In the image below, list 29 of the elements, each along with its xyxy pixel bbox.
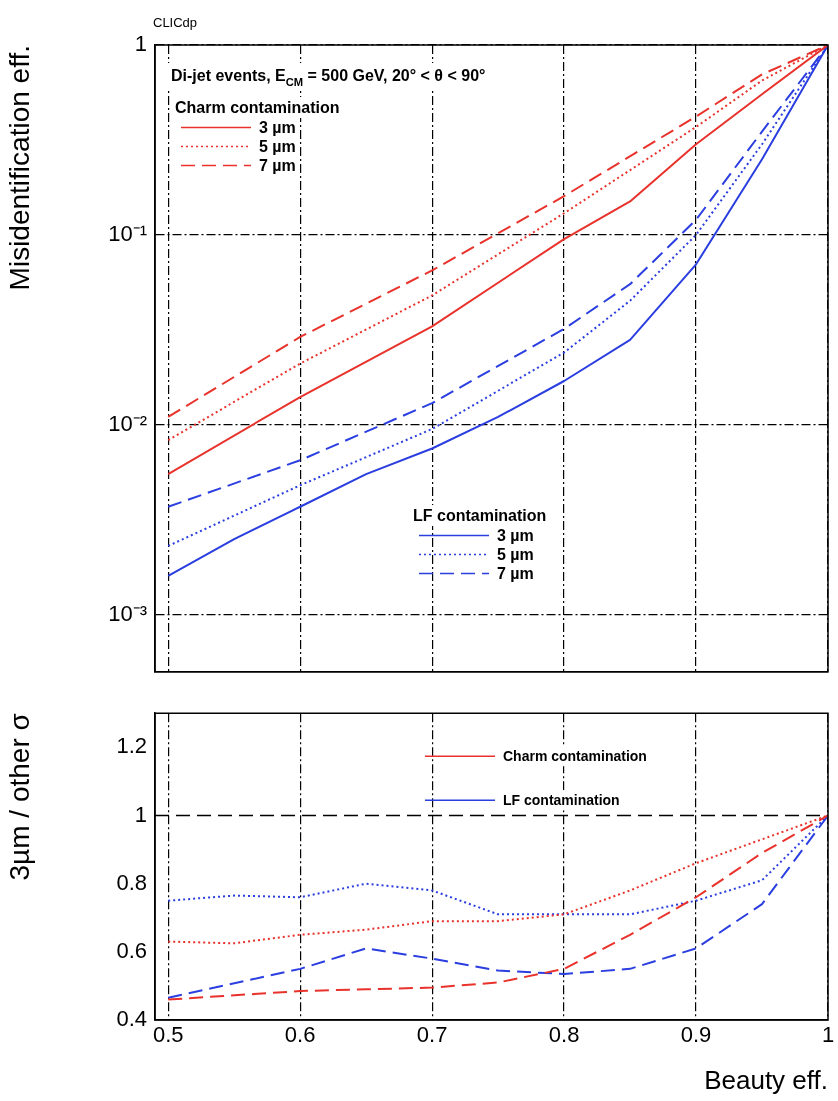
legend-label: 5 µm — [497, 546, 534, 563]
y-tick-label: 0.4 — [116, 1006, 147, 1032]
y-tick-label: 10⁻³ — [108, 600, 147, 626]
y-tick-label: 0.6 — [116, 937, 147, 963]
x-tick-label: 0.6 — [284, 1022, 316, 1048]
annotation: LF contamination — [503, 792, 620, 809]
y-axis-title: 3µm / other σ — [3, 713, 35, 881]
annotation: Charm contamination — [503, 748, 647, 765]
legend-label: 3 µm — [259, 119, 296, 136]
annotation: Charm contamination — [175, 99, 340, 116]
legend-label: 3 µm — [497, 527, 534, 544]
annotation: LF contamination — [413, 507, 547, 524]
y-tick-label: 1.2 — [116, 733, 147, 759]
x-tick-label: 0.5 — [152, 1022, 184, 1048]
y-tick-label: 0.8 — [116, 869, 147, 895]
legend-label: 5 µm — [259, 138, 296, 155]
x-tick-label: 0.9 — [680, 1022, 712, 1048]
x-axis-title: Beauty eff. — [704, 1064, 828, 1095]
y-tick-label: 10⁻¹ — [108, 220, 147, 246]
y-axis-title: Misidentification eff. — [3, 45, 35, 291]
x-tick-label: 0.8 — [548, 1022, 580, 1048]
y-tick-label: 10⁻² — [108, 410, 147, 436]
legend-label: 7 µm — [497, 565, 534, 582]
legend-label: 7 µm — [259, 157, 296, 174]
x-tick-label: 0.7 — [416, 1022, 448, 1048]
y-tick-label: 1 — [134, 31, 147, 57]
y-tick-label: 1 — [134, 801, 147, 827]
x-tick-label: 1 — [821, 1022, 835, 1048]
chart-title: CLICdp — [153, 15, 198, 30]
